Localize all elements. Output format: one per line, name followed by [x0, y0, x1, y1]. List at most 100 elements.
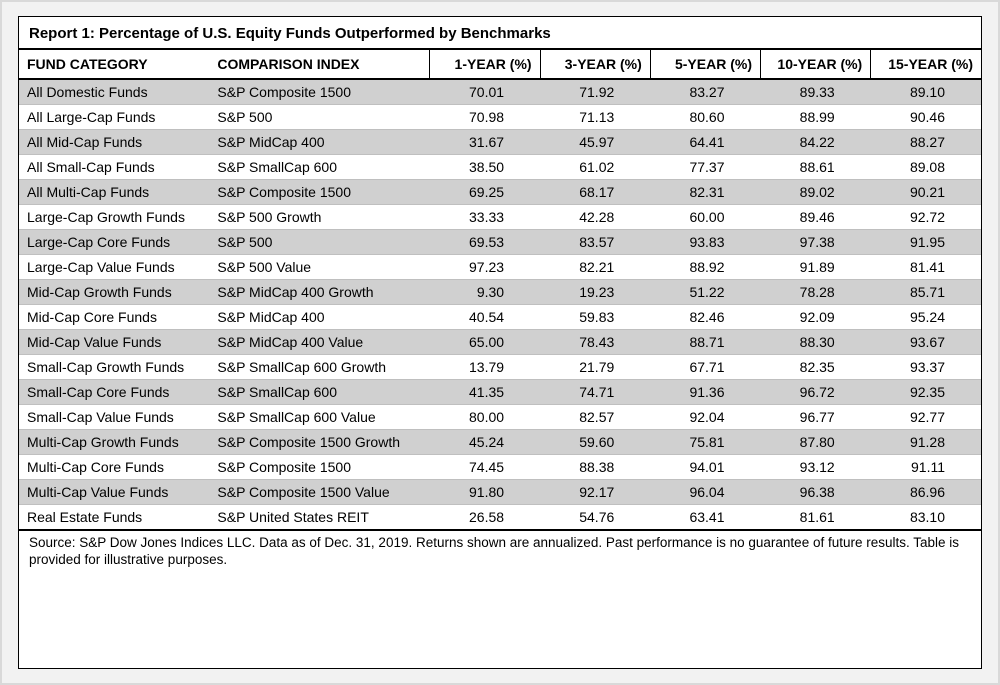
table-row: All Large-Cap FundsS&P 50070.9871.1380.6… — [19, 105, 981, 130]
table-row: Large-Cap Value FundsS&P 500 Value97.238… — [19, 255, 981, 280]
cell-5yr: 94.01 — [650, 455, 760, 480]
cell-index: S&P SmallCap 600 — [209, 155, 429, 180]
cell-1yr: 13.79 — [430, 355, 540, 380]
cell-1yr: 70.98 — [430, 105, 540, 130]
cell-10yr: 91.89 — [761, 255, 871, 280]
table-row: All Mid-Cap FundsS&P MidCap 40031.6745.9… — [19, 130, 981, 155]
cell-5yr: 92.04 — [650, 405, 760, 430]
cell-5yr: 91.36 — [650, 380, 760, 405]
table-row: Multi-Cap Value FundsS&P Composite 1500 … — [19, 480, 981, 505]
cell-3yr: 92.17 — [540, 480, 650, 505]
cell-category: Multi-Cap Growth Funds — [19, 430, 209, 455]
cell-3yr: 82.57 — [540, 405, 650, 430]
cell-index: S&P Composite 1500 Value — [209, 480, 429, 505]
cell-3yr: 78.43 — [540, 330, 650, 355]
cell-category: All Multi-Cap Funds — [19, 180, 209, 205]
table-row: Mid-Cap Growth FundsS&P MidCap 400 Growt… — [19, 280, 981, 305]
table-header-row: FUND CATEGORY COMPARISON INDEX 1-YEAR (%… — [19, 49, 981, 79]
col-header-1yr: 1-YEAR (%) — [430, 49, 540, 79]
cell-3yr: 21.79 — [540, 355, 650, 380]
cell-15yr: 93.37 — [871, 355, 981, 380]
col-header-category: FUND CATEGORY — [19, 49, 209, 79]
cell-category: Mid-Cap Growth Funds — [19, 280, 209, 305]
cell-1yr: 91.80 — [430, 480, 540, 505]
cell-10yr: 89.46 — [761, 205, 871, 230]
cell-index: S&P MidCap 400 — [209, 305, 429, 330]
table-row: All Small-Cap FundsS&P SmallCap 60038.50… — [19, 155, 981, 180]
cell-category: Large-Cap Value Funds — [19, 255, 209, 280]
report-title: Report 1: Percentage of U.S. Equity Fund… — [19, 17, 981, 48]
table-row: Large-Cap Growth FundsS&P 500 Growth33.3… — [19, 205, 981, 230]
cell-15yr: 91.95 — [871, 230, 981, 255]
cell-10yr: 88.99 — [761, 105, 871, 130]
cell-15yr: 92.77 — [871, 405, 981, 430]
col-header-index: COMPARISON INDEX — [209, 49, 429, 79]
cell-3yr: 83.57 — [540, 230, 650, 255]
cell-10yr: 87.80 — [761, 430, 871, 455]
table-body: All Domestic FundsS&P Composite 150070.0… — [19, 79, 981, 530]
cell-15yr: 93.67 — [871, 330, 981, 355]
cell-15yr: 86.96 — [871, 480, 981, 505]
cell-index: S&P Composite 1500 — [209, 79, 429, 105]
cell-3yr: 42.28 — [540, 205, 650, 230]
cell-15yr: 92.72 — [871, 205, 981, 230]
cell-5yr: 64.41 — [650, 130, 760, 155]
cell-5yr: 82.31 — [650, 180, 760, 205]
cell-index: S&P Composite 1500 Growth — [209, 430, 429, 455]
table-row: Large-Cap Core FundsS&P 50069.5383.5793.… — [19, 230, 981, 255]
cell-index: S&P MidCap 400 Value — [209, 330, 429, 355]
cell-10yr: 82.35 — [761, 355, 871, 380]
col-header-5yr: 5-YEAR (%) — [650, 49, 760, 79]
cell-10yr: 96.77 — [761, 405, 871, 430]
cell-1yr: 65.00 — [430, 330, 540, 355]
table-footnote: Source: S&P Dow Jones Indices LLC. Data … — [19, 531, 981, 569]
cell-5yr: 93.83 — [650, 230, 760, 255]
cell-index: S&P Composite 1500 — [209, 455, 429, 480]
table-row: Small-Cap Value FundsS&P SmallCap 600 Va… — [19, 405, 981, 430]
cell-1yr: 70.01 — [430, 79, 540, 105]
table-row: Mid-Cap Core FundsS&P MidCap 40040.5459.… — [19, 305, 981, 330]
cell-5yr: 60.00 — [650, 205, 760, 230]
cell-10yr: 96.38 — [761, 480, 871, 505]
cell-1yr: 97.23 — [430, 255, 540, 280]
cell-category: All Small-Cap Funds — [19, 155, 209, 180]
cell-3yr: 59.83 — [540, 305, 650, 330]
cell-10yr: 84.22 — [761, 130, 871, 155]
cell-15yr: 95.24 — [871, 305, 981, 330]
cell-3yr: 74.71 — [540, 380, 650, 405]
table-row: Mid-Cap Value FundsS&P MidCap 400 Value6… — [19, 330, 981, 355]
cell-5yr: 67.71 — [650, 355, 760, 380]
cell-category: Multi-Cap Value Funds — [19, 480, 209, 505]
cell-category: All Mid-Cap Funds — [19, 130, 209, 155]
cell-10yr: 88.61 — [761, 155, 871, 180]
cell-3yr: 45.97 — [540, 130, 650, 155]
cell-15yr: 81.41 — [871, 255, 981, 280]
cell-15yr: 85.71 — [871, 280, 981, 305]
cell-1yr: 74.45 — [430, 455, 540, 480]
cell-10yr: 93.12 — [761, 455, 871, 480]
cell-3yr: 68.17 — [540, 180, 650, 205]
cell-10yr: 92.09 — [761, 305, 871, 330]
cell-5yr: 88.92 — [650, 255, 760, 280]
col-header-3yr: 3-YEAR (%) — [540, 49, 650, 79]
cell-category: Small-Cap Value Funds — [19, 405, 209, 430]
cell-1yr: 9.30 — [430, 280, 540, 305]
cell-5yr: 96.04 — [650, 480, 760, 505]
cell-5yr: 77.37 — [650, 155, 760, 180]
cell-index: S&P SmallCap 600 Value — [209, 405, 429, 430]
report-card: Report 1: Percentage of U.S. Equity Fund… — [18, 16, 982, 669]
cell-15yr: 90.46 — [871, 105, 981, 130]
cell-3yr: 71.13 — [540, 105, 650, 130]
cell-1yr: 31.67 — [430, 130, 540, 155]
cell-1yr: 40.54 — [430, 305, 540, 330]
cell-category: Small-Cap Core Funds — [19, 380, 209, 405]
cell-5yr: 82.46 — [650, 305, 760, 330]
table-row: Multi-Cap Core FundsS&P Composite 150074… — [19, 455, 981, 480]
cell-category: Mid-Cap Core Funds — [19, 305, 209, 330]
cell-category: Large-Cap Core Funds — [19, 230, 209, 255]
cell-3yr: 61.02 — [540, 155, 650, 180]
col-header-10yr: 10-YEAR (%) — [761, 49, 871, 79]
cell-10yr: 89.02 — [761, 180, 871, 205]
cell-3yr: 59.60 — [540, 430, 650, 455]
cell-index: S&P SmallCap 600 — [209, 380, 429, 405]
